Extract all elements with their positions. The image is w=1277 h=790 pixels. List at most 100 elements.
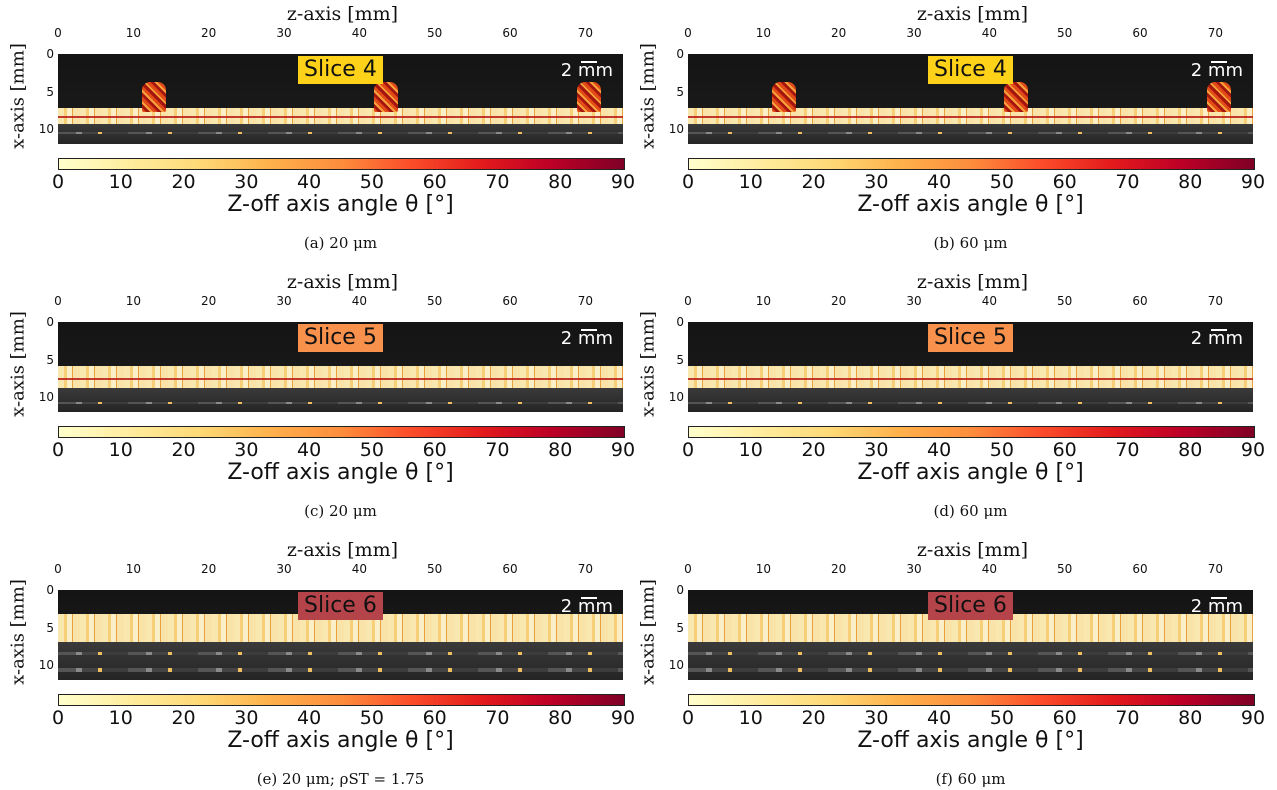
slice-label: Slice 5 — [298, 324, 383, 352]
z-axis-tick-label: 10 — [755, 294, 771, 308]
colorbar-tick-label: 80 — [548, 707, 573, 729]
colorbar-tick-label: 20 — [801, 439, 826, 461]
colorbar-tick-label: 80 — [548, 439, 573, 461]
image-layer — [688, 132, 1253, 134]
scale-bar-label: 2 mm — [560, 60, 613, 81]
fiber-bump — [142, 82, 167, 112]
subfigure-panel: z-axis [mm] 0 10 20 30 40 50 60 70 x-axis [mm] 0 5 1… — [630, 272, 1266, 522]
colorbar-tick-label: 90 — [1240, 439, 1266, 461]
x-axis-tick-label: 5 — [676, 352, 684, 367]
scale-bar-label: 2 mm — [1190, 60, 1243, 81]
colorbar-tick-label: 70 — [485, 707, 510, 729]
colorbar-tick-label: 0 — [51, 707, 65, 729]
ct-slice-image: Slice 6 2 mm — [58, 590, 623, 680]
z-axis-title: z-axis [mm] — [916, 539, 1029, 561]
colorbar-tick-label: 40 — [927, 707, 952, 729]
scale-bar — [1211, 329, 1227, 331]
slice-label: Slice 6 — [298, 592, 383, 620]
z-axis-tick-label: 60 — [1132, 562, 1148, 576]
colorbar-tick-label: 50 — [359, 439, 384, 461]
x-axis-tick-label: 10 — [668, 390, 684, 404]
x-axis-tick-label: 10 — [38, 658, 54, 672]
ct-slice-image: Slice 6 2 mm — [688, 590, 1253, 680]
image-layer — [688, 652, 1253, 655]
colorbar-tick-label: 80 — [1178, 171, 1203, 193]
scale-bar — [581, 597, 597, 599]
colorbar-title: Z-off axis angle θ [°] — [227, 192, 454, 217]
subfigure-caption: (d) 60 μm — [933, 502, 1008, 520]
z-axis-tick-label: 10 — [125, 562, 141, 576]
z-axis-tick-label: 0 — [54, 294, 62, 308]
z-axis-tick-label: 50 — [427, 26, 443, 40]
colorbar-tick-label: 90 — [610, 171, 636, 193]
z-axis-tick-label: 60 — [502, 562, 518, 576]
colorbar — [688, 158, 1255, 170]
z-axis-tick-label: 40 — [351, 294, 367, 308]
colorbar-tick-label: 0 — [681, 171, 695, 193]
image-layer — [688, 402, 1253, 404]
colorbar-tick-label: 60 — [422, 707, 447, 729]
z-axis-tick-label: 30 — [906, 294, 922, 308]
z-axis-tick-label: 10 — [755, 26, 771, 40]
scale-bar-label: 2 mm — [1190, 596, 1243, 617]
z-axis-tick-label: 70 — [1207, 294, 1223, 308]
z-axis-tick-label: 10 — [125, 294, 141, 308]
colorbar-tick-label: 50 — [989, 439, 1014, 461]
z-axis-tick-label: 50 — [1057, 562, 1073, 576]
slice-label: Slice 4 — [928, 56, 1013, 84]
image-layer — [688, 642, 1253, 680]
z-axis-tick-label: 10 — [755, 562, 771, 576]
image-layer — [58, 124, 623, 144]
x-axis-tick-label: 10 — [668, 658, 684, 672]
image-layer — [688, 378, 1253, 380]
z-axis-tick-label: 40 — [981, 562, 997, 576]
x-axis-title: x-axis [mm] — [7, 579, 29, 685]
colorbar-tick-label: 10 — [738, 707, 763, 729]
colorbar-tick-label: 70 — [485, 171, 510, 193]
colorbar-tick-label: 30 — [234, 707, 259, 729]
colorbar-tick-label: 20 — [801, 707, 826, 729]
z-axis-tick-label: 20 — [201, 26, 217, 40]
x-axis-tick-label: 0 — [676, 583, 684, 597]
z-axis-tick-label: 20 — [201, 294, 217, 308]
x-axis-tick-label: 10 — [668, 122, 684, 136]
colorbar-tick-label: 60 — [1052, 439, 1077, 461]
colorbar-tick-label: 0 — [51, 439, 65, 461]
colorbar-tick-label: 40 — [297, 439, 322, 461]
x-axis-tick-label: 0 — [46, 583, 54, 597]
image-layer — [58, 116, 623, 118]
image-layer — [58, 668, 623, 672]
colorbar-tick-label: 40 — [297, 171, 322, 193]
x-axis-tick-label: 10 — [38, 390, 54, 404]
x-axis-tick-label: 5 — [46, 620, 54, 635]
x-axis-tick-label: 0 — [46, 315, 54, 329]
x-axis-tick-label: 5 — [676, 620, 684, 635]
z-axis-tick-label: 40 — [351, 562, 367, 576]
subfigure-caption: (c) 20 μm — [304, 502, 377, 520]
z-axis-tick-label: 70 — [577, 294, 593, 308]
colorbar-tick-label: 80 — [548, 171, 573, 193]
image-layer — [58, 402, 623, 404]
colorbar-tick-label: 10 — [108, 171, 133, 193]
colorbar-tick-label: 90 — [1240, 707, 1266, 729]
colorbar-tick-label: 90 — [1240, 171, 1266, 193]
subfigure-caption: (a) 20 μm — [303, 234, 378, 252]
image-layer — [688, 366, 1253, 388]
z-axis-tick-label: 40 — [351, 26, 367, 40]
x-axis-tick-label: 5 — [46, 84, 54, 99]
subfigure-panel: z-axis [mm] 0 10 20 30 40 50 60 70 x-axis [mm] 0 5 1… — [0, 272, 636, 522]
ct-slice-image: Slice 4 2 mm — [688, 54, 1253, 144]
image-layer — [688, 124, 1253, 144]
image-layer — [58, 132, 623, 134]
colorbar-tick-label: 20 — [171, 171, 196, 193]
colorbar-tick-label: 0 — [681, 439, 695, 461]
colorbar-tick-label: 30 — [234, 171, 259, 193]
colorbar-tick-label: 50 — [359, 707, 384, 729]
image-layer — [58, 388, 623, 412]
scale-bar — [581, 329, 597, 331]
z-axis-tick-label: 30 — [276, 562, 292, 576]
x-axis-tick-label: 5 — [46, 352, 54, 367]
z-axis-title: z-axis [mm] — [286, 539, 399, 561]
colorbar-tick-label: 30 — [234, 439, 259, 461]
colorbar-title: Z-off axis angle θ [°] — [227, 728, 454, 753]
